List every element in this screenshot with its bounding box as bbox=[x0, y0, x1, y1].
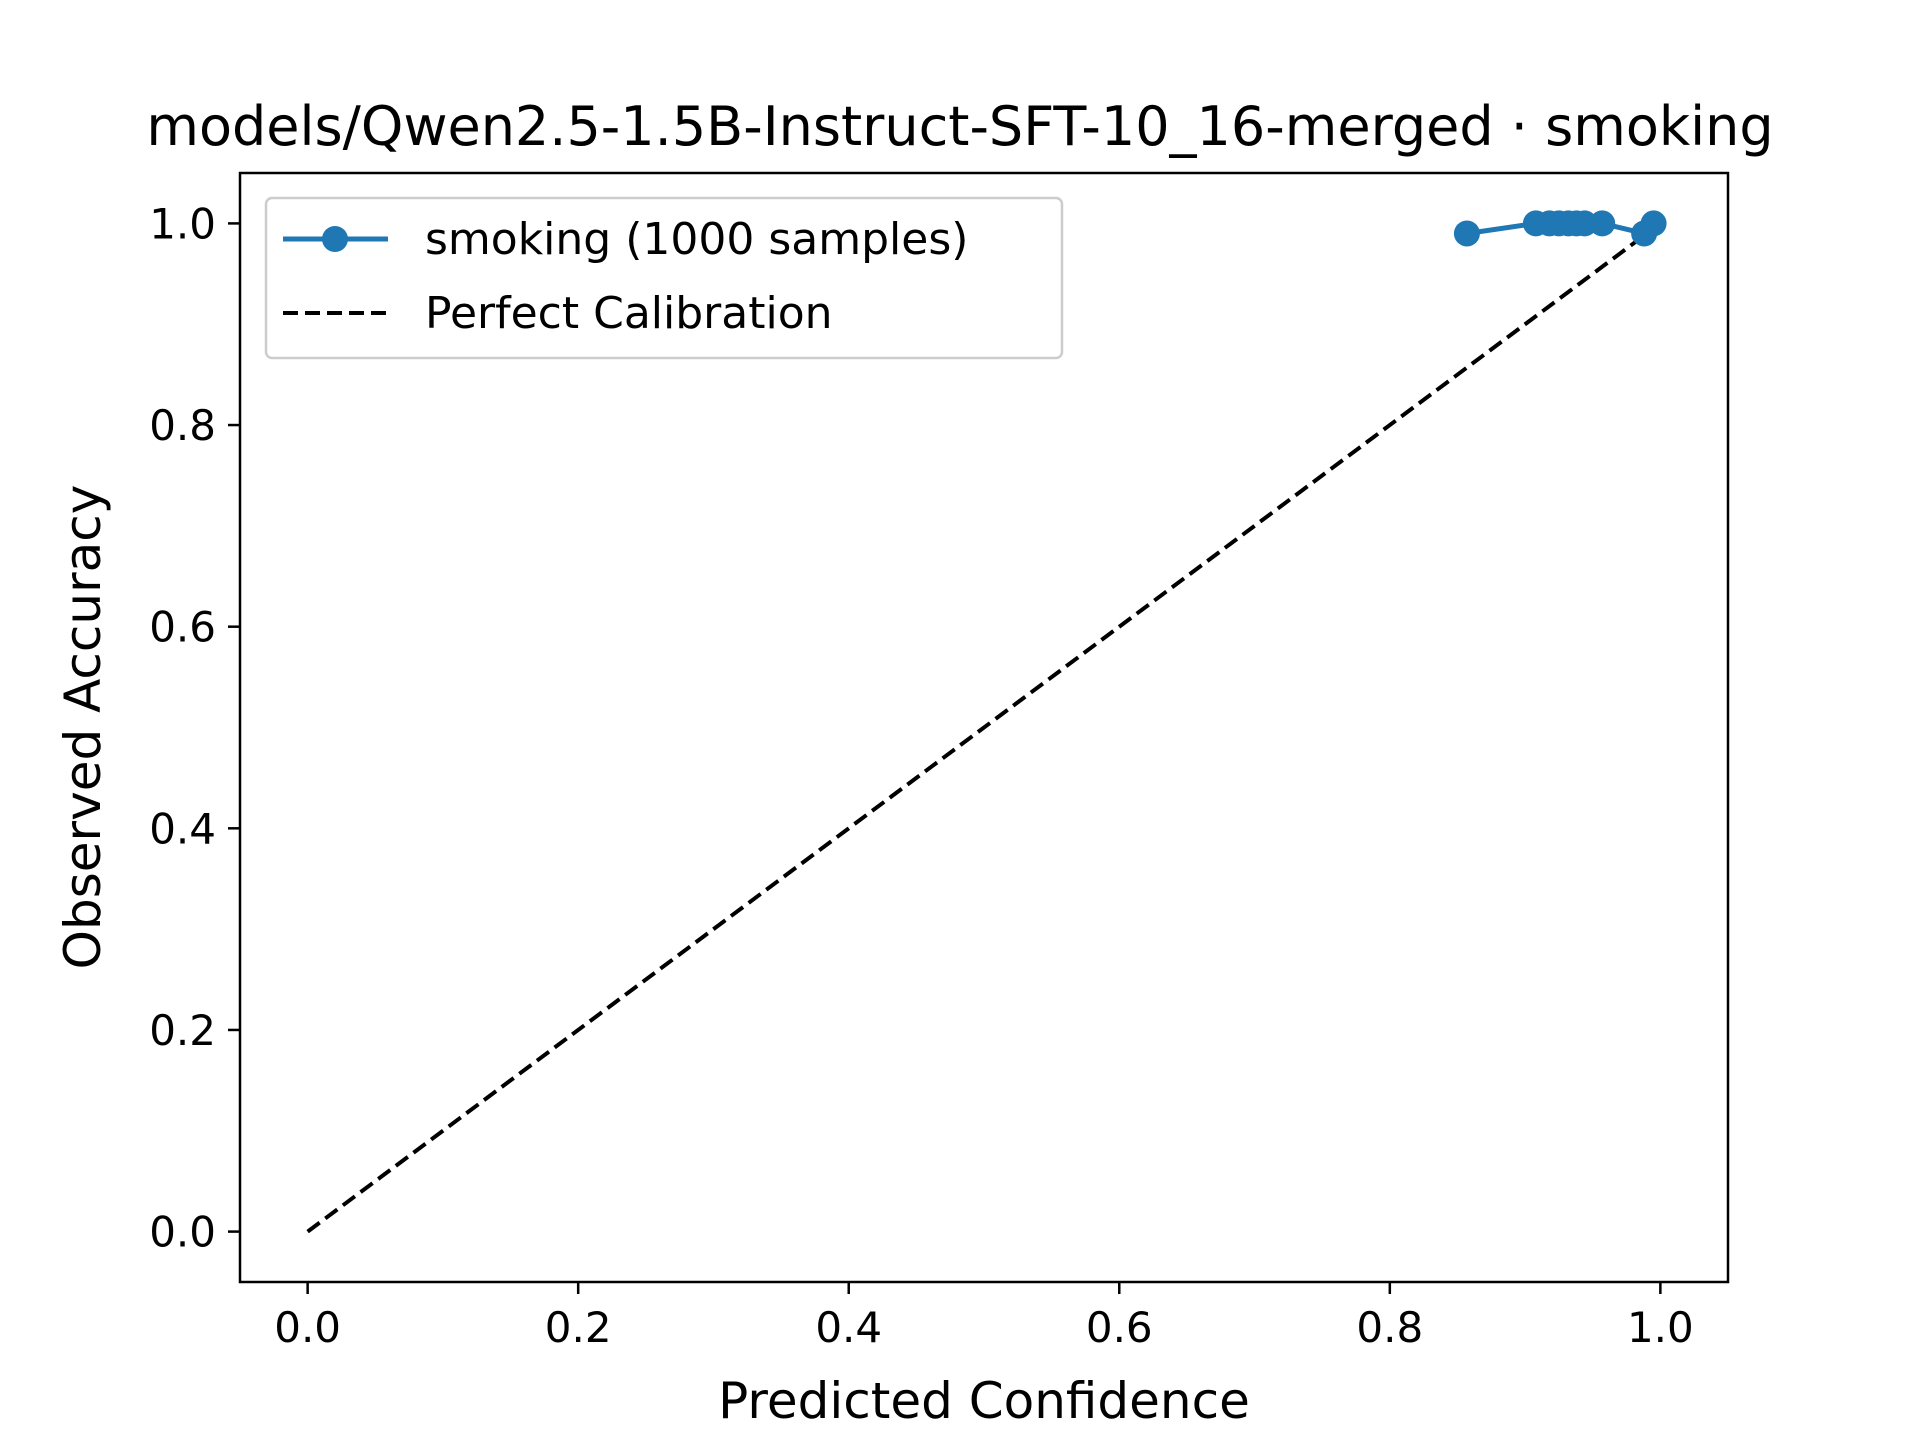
x-tick-label-4: 0.8 bbox=[1356, 1303, 1423, 1352]
plot-frame bbox=[238, 171, 1730, 1284]
x-tick-label-5: 1.0 bbox=[1627, 1303, 1694, 1352]
legend-label-0: smoking (1000 samples) bbox=[425, 214, 968, 265]
x-tick-label-1: 0.2 bbox=[545, 1303, 612, 1352]
x-tick-label-3: 0.6 bbox=[1086, 1303, 1153, 1352]
x-axis: 0.0 0.2 0.4 0.6 0.8 1.0 bbox=[274, 1282, 1694, 1352]
series-0-point-0 bbox=[1453, 220, 1480, 247]
series-layer bbox=[306, 210, 1667, 1234]
legend-label-1: Perfect Calibration bbox=[425, 288, 833, 339]
y-tick-label-2: 0.4 bbox=[149, 804, 216, 853]
legend-entries: smoking (1000 samples) Perfect Calibratio… bbox=[283, 214, 968, 339]
legend: smoking (1000 samples) Perfect Calibratio… bbox=[264, 196, 1064, 360]
legend-frame bbox=[264, 196, 1064, 360]
series-0-point-7 bbox=[1589, 210, 1616, 237]
x-axis-label: Predicted Confidence bbox=[718, 1372, 1250, 1430]
x-tick-label-0: 0.0 bbox=[274, 1303, 341, 1352]
series-line-1 bbox=[306, 221, 1662, 1234]
y-tick-label-4: 0.8 bbox=[149, 401, 216, 450]
chart-title: models/Qwen2.5-1.5B-Instruct-SFT-10_16-m… bbox=[146, 95, 1773, 158]
y-tick-label-0: 0.0 bbox=[149, 1208, 216, 1257]
y-tick-label-3: 0.6 bbox=[149, 603, 216, 652]
series-0-point-9 bbox=[1640, 210, 1667, 237]
y-axis: 0.0 0.2 0.4 0.6 0.8 1.0 bbox=[149, 199, 240, 1257]
x-tick-label-2: 0.4 bbox=[815, 1303, 882, 1352]
legend-marker-0 bbox=[322, 226, 348, 252]
y-tick-label-5: 1.0 bbox=[149, 199, 216, 248]
y-tick-label-1: 0.2 bbox=[149, 1006, 216, 1055]
y-axis-label: Observed Accuracy bbox=[54, 485, 112, 970]
